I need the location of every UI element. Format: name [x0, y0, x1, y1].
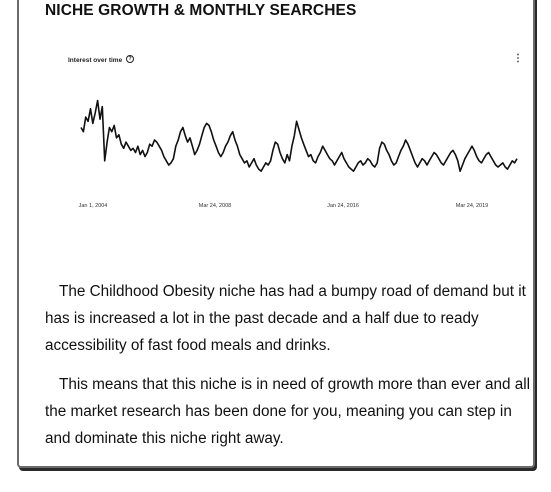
chart-title: Interest over time — [68, 57, 123, 64]
paragraph-growth: This means that this niche is in need of… — [45, 376, 531, 447]
series-line — [80, 99, 518, 172]
paragraph-demand: The Childhood Obesity niche has had a bu… — [45, 283, 526, 354]
x-tick-label: Jan 24, 2016 — [327, 203, 359, 209]
chart-canvas: Jan 1, 2004 Mar 24, 2008 Jan 24, 2016 Mar 2… — [79, 99, 518, 209]
help-circle-icon[interactable]: ? — [126, 55, 134, 63]
vertical-ellipsis-icon[interactable]: ⋮ — [513, 53, 523, 64]
section-heading: NICHE GROWTH & MONTHLY SEARCHES — [45, 2, 357, 19]
x-tick-label: Mar 24, 2019 — [456, 203, 488, 209]
interest-over-time-chart: Interest over time ? ⋮ Jan 1, 2004 Mar 24… — [55, 50, 530, 215]
x-tick-label: Jan 1, 2004 — [79, 203, 108, 209]
x-tick-label: Mar 24, 2008 — [199, 203, 231, 209]
content-card — [17, 0, 535, 468]
